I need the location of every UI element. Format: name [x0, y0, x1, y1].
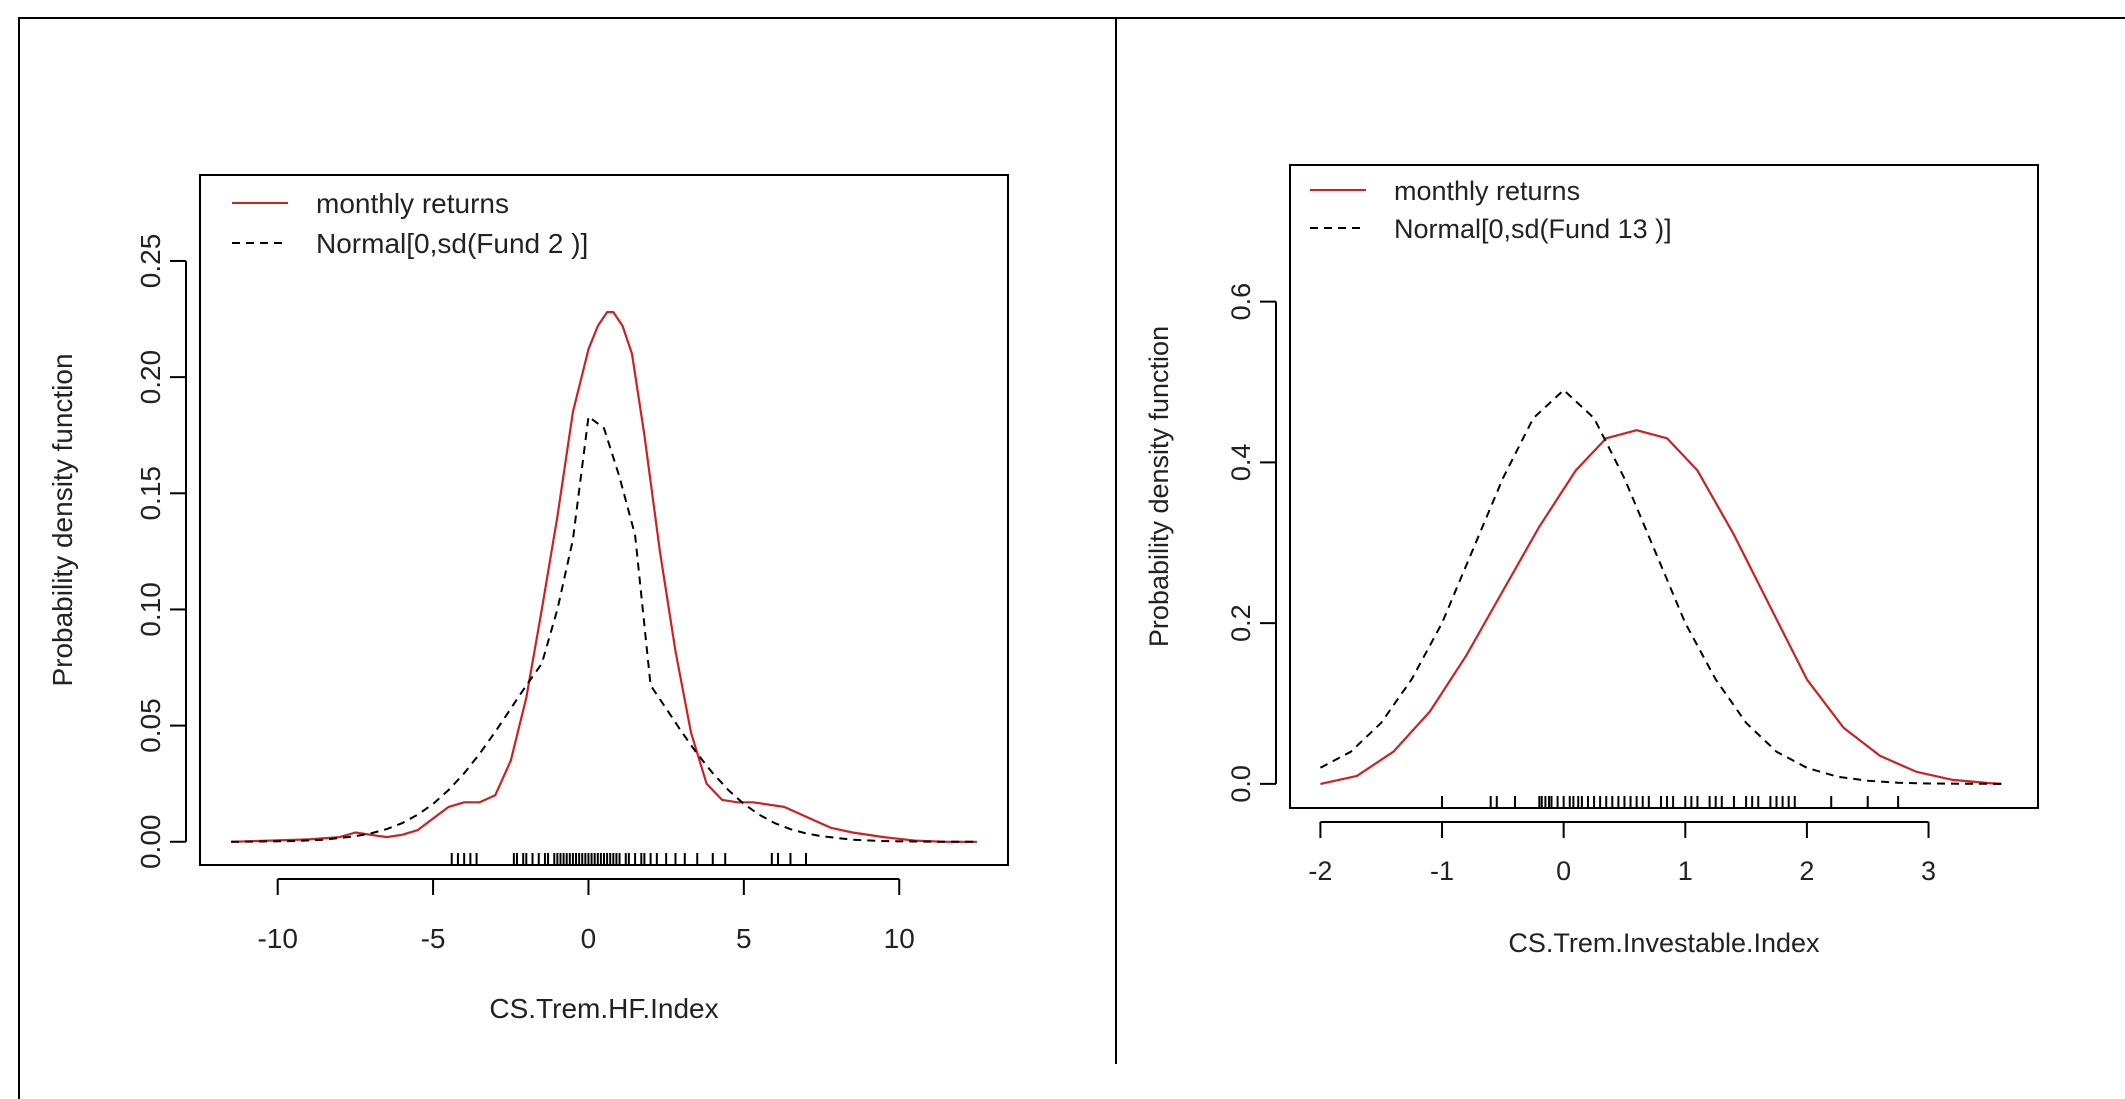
legend-label: Normal[0,sd(Fund 13 )] [1394, 214, 1672, 244]
density-chart-investable-index: -2 -1 0 1 2 3 0.0 0.2 0.4 0.6 CS.Trem.Investable.I… [1144, 164, 2039, 958]
x-tick-label: -5 [421, 923, 446, 954]
x-tick-label: 0 [1556, 856, 1571, 886]
rug [1441, 796, 1900, 809]
legend: monthly returns Normal[0,sd(Fund 13 )] [1310, 176, 1672, 244]
x-tick-label: 3 [1921, 856, 1936, 886]
series-normal-line [231, 415, 977, 843]
rug [450, 853, 807, 866]
y-tick-label: 0.2 [1226, 604, 1256, 642]
legend: monthly returns Normal[0,sd(Fund 2 )] [232, 188, 588, 259]
x-tick-label: 0 [581, 923, 597, 954]
x-tick-label: -10 [257, 923, 297, 954]
y-tick-label: 0.0 [1226, 765, 1256, 803]
series-monthly-returns-line [231, 311, 977, 843]
x-tick-label: 5 [736, 923, 752, 954]
x-axis-label: CS.Trem.Investable.Index [1508, 928, 1820, 958]
y-tick-label: 0.00 [135, 815, 166, 870]
y-tick-label: 0.4 [1226, 444, 1256, 482]
x-axis-label: CS.Trem.HF.Index [489, 993, 718, 1024]
y-tick-label: 0.05 [135, 698, 166, 753]
x-tick-label: -2 [1308, 856, 1332, 886]
series-monthly-returns-line [1320, 429, 2002, 785]
y-tick-label: 0.15 [135, 466, 166, 521]
legend-label: monthly returns [316, 188, 509, 219]
panel-divider [1115, 17, 1117, 1064]
density-chart-hf-index: -10 -5 0 5 10 0.00 0.05 0.10 0.15 0.20 0.25 CS.Trem… [47, 174, 1009, 1024]
x-tick-label: 10 [884, 923, 915, 954]
y-tick-label: 0.10 [135, 582, 166, 637]
y-tick-label: 0.20 [135, 350, 166, 405]
y-tick-label: 0.25 [135, 234, 166, 289]
x-tick-label: 2 [1799, 856, 1814, 886]
y-axis-label: Probability density function [1144, 326, 1174, 647]
legend-label: Normal[0,sd(Fund 2 )] [316, 228, 588, 259]
legend-label: monthly returns [1394, 176, 1580, 206]
series-normal-line [1319, 389, 2002, 785]
y-axis-label: Probability density function [47, 353, 78, 686]
figure-frame [18, 17, 2125, 1099]
x-tick-label: 1 [1678, 856, 1693, 886]
plot-area [1289, 164, 2039, 809]
x-tick-label: -1 [1430, 856, 1454, 886]
y-tick-label: 0.6 [1226, 283, 1256, 321]
